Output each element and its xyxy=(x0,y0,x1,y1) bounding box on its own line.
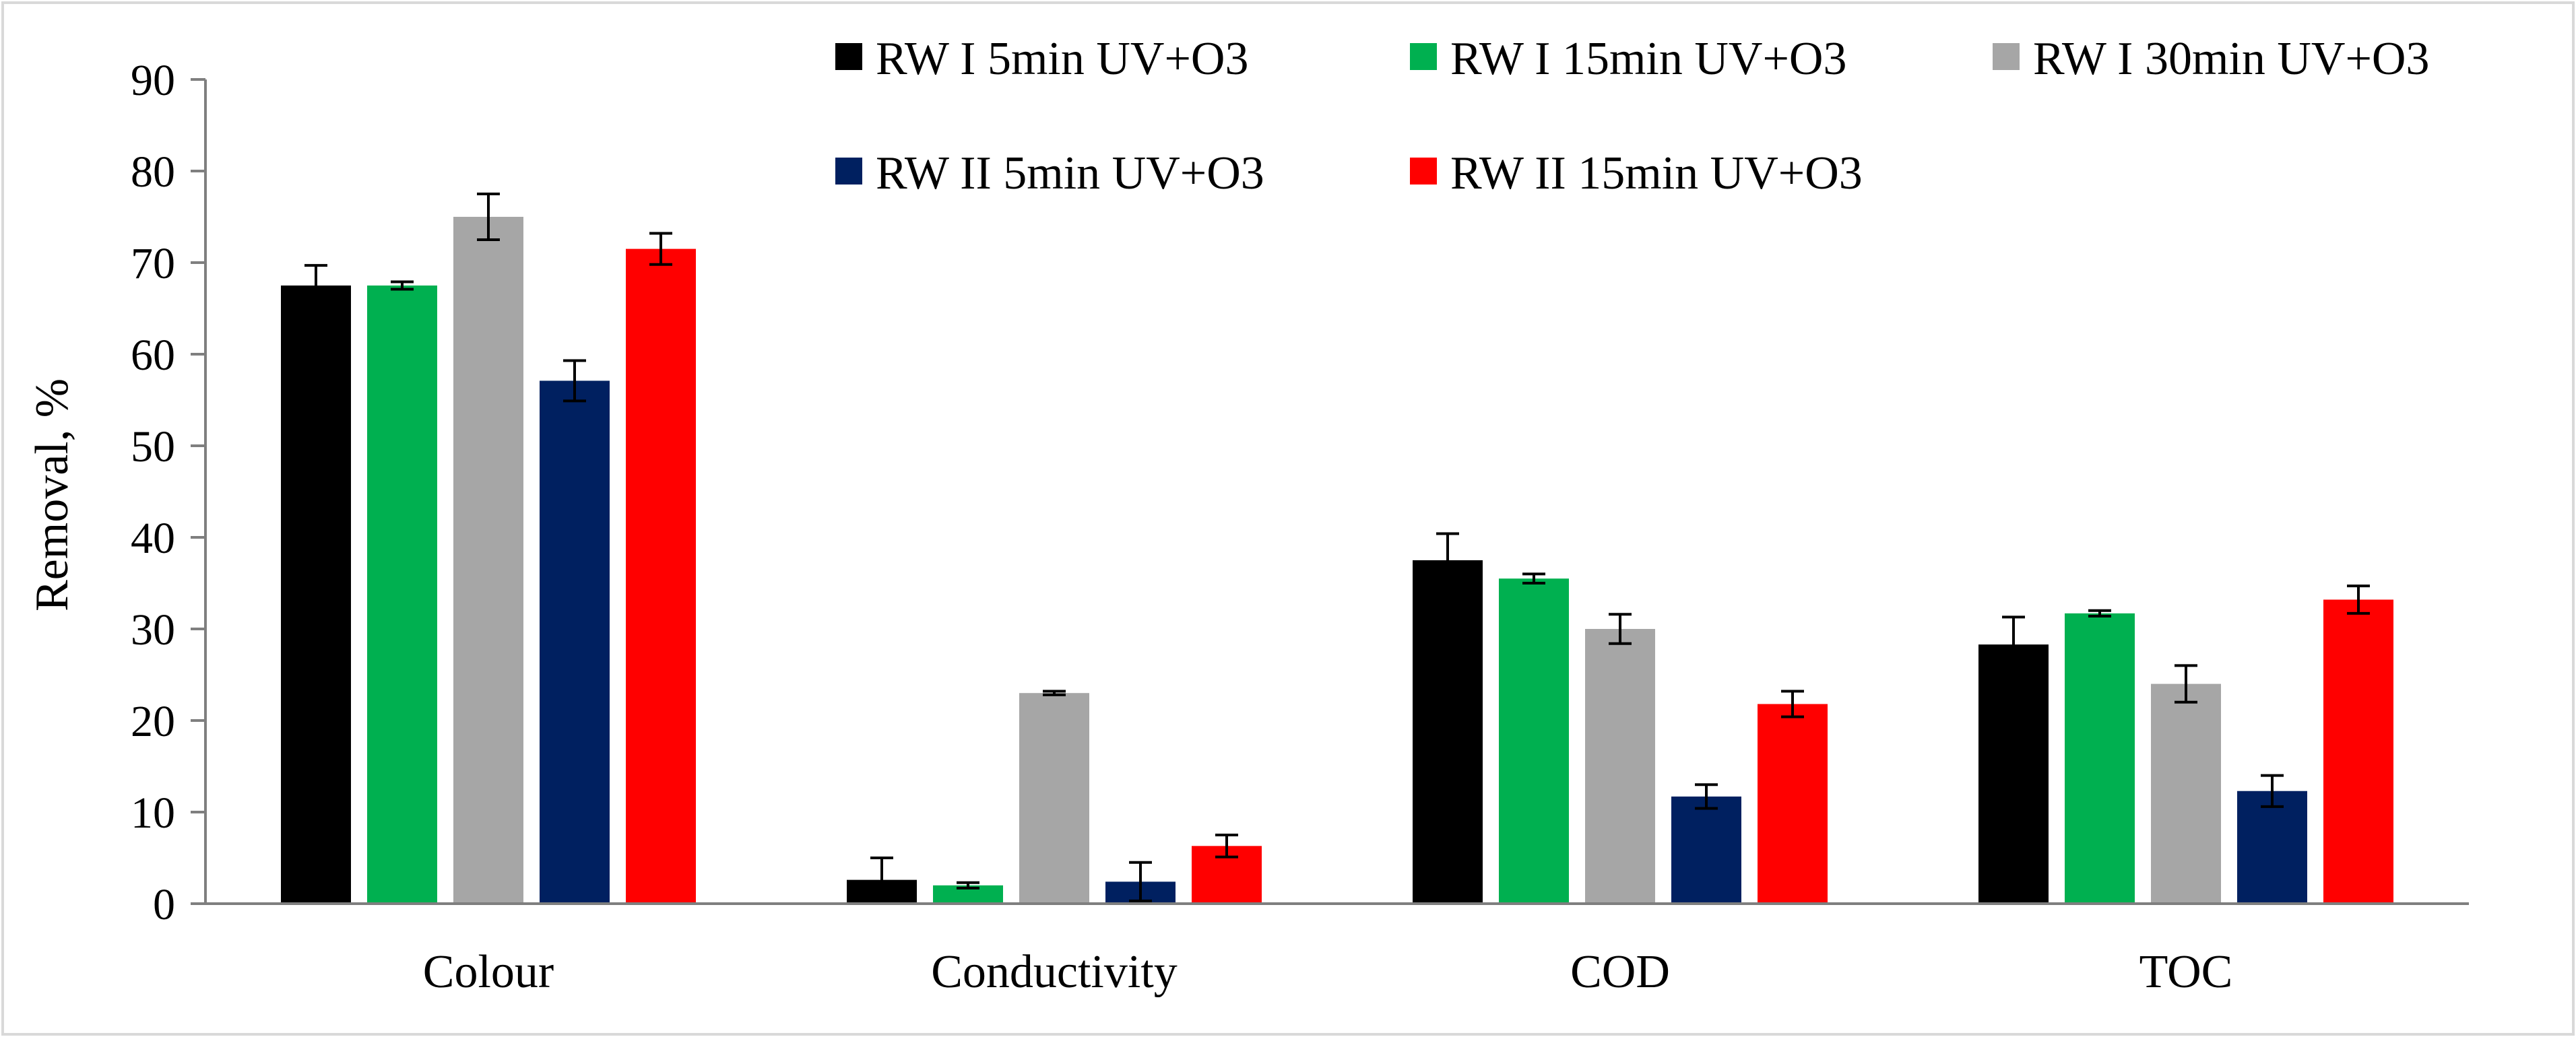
legend-swatch xyxy=(835,158,862,185)
legend-label: RW II 5min UV+O3 xyxy=(876,147,1264,199)
y-tick-label: 60 xyxy=(131,331,175,380)
legend-label: RW I 5min UV+O3 xyxy=(876,33,1248,85)
bar xyxy=(2065,613,2135,904)
y-tick-label: 90 xyxy=(131,56,175,105)
axes-layer xyxy=(204,79,2469,905)
category-label: COD xyxy=(1570,946,1670,998)
legend-swatch xyxy=(835,43,862,70)
bar xyxy=(281,286,351,904)
bar xyxy=(2323,599,2393,904)
y-tick-label: 10 xyxy=(131,789,175,838)
y-ticks-layer: 0 10 20 30 40 50 60 70 80 90 xyxy=(131,56,205,929)
bar xyxy=(1671,796,1741,904)
bar xyxy=(2151,683,2221,904)
legend-label: RW II 15min UV+O3 xyxy=(1450,147,1863,199)
bar xyxy=(367,286,437,904)
category-label: Conductivity xyxy=(931,946,1178,998)
legend-swatch xyxy=(1993,43,2020,70)
y-tick-label: 40 xyxy=(131,514,175,563)
category-label: TOC xyxy=(2139,946,2233,998)
legend-label: RW I 15min UV+O3 xyxy=(1450,33,1846,85)
y-tick-label: 20 xyxy=(131,697,175,746)
bar xyxy=(1758,704,1828,904)
error-bars-layer xyxy=(304,193,2370,904)
y-tick-label: 50 xyxy=(131,422,175,471)
y-tick-label: 70 xyxy=(131,239,175,288)
bar xyxy=(2237,791,2307,904)
category-label: Colour xyxy=(423,946,554,998)
bars-layer xyxy=(281,217,2393,904)
y-tick-label: 30 xyxy=(131,605,175,655)
y-tick-label: 80 xyxy=(131,147,175,197)
y-tick-label: 0 xyxy=(153,880,175,929)
bar xyxy=(540,380,610,904)
legend-swatch xyxy=(1410,43,1437,70)
legend-label: RW I 30min UV+O3 xyxy=(2033,33,2429,85)
bar xyxy=(1413,560,1483,904)
bar xyxy=(1978,644,2049,904)
bar xyxy=(453,217,523,904)
bar xyxy=(1499,578,1569,904)
y-axis-title: Removal, % xyxy=(26,378,78,611)
category-labels-layer: Colour Conductivity COD TOC xyxy=(423,946,2233,998)
bar xyxy=(1019,693,1089,904)
legend: RW I 5min UV+O3 RW I 15min UV+O3 RW I 30mi… xyxy=(835,33,2429,199)
bar xyxy=(626,248,696,904)
legend-swatch xyxy=(1410,158,1437,185)
bar xyxy=(1585,629,1655,904)
